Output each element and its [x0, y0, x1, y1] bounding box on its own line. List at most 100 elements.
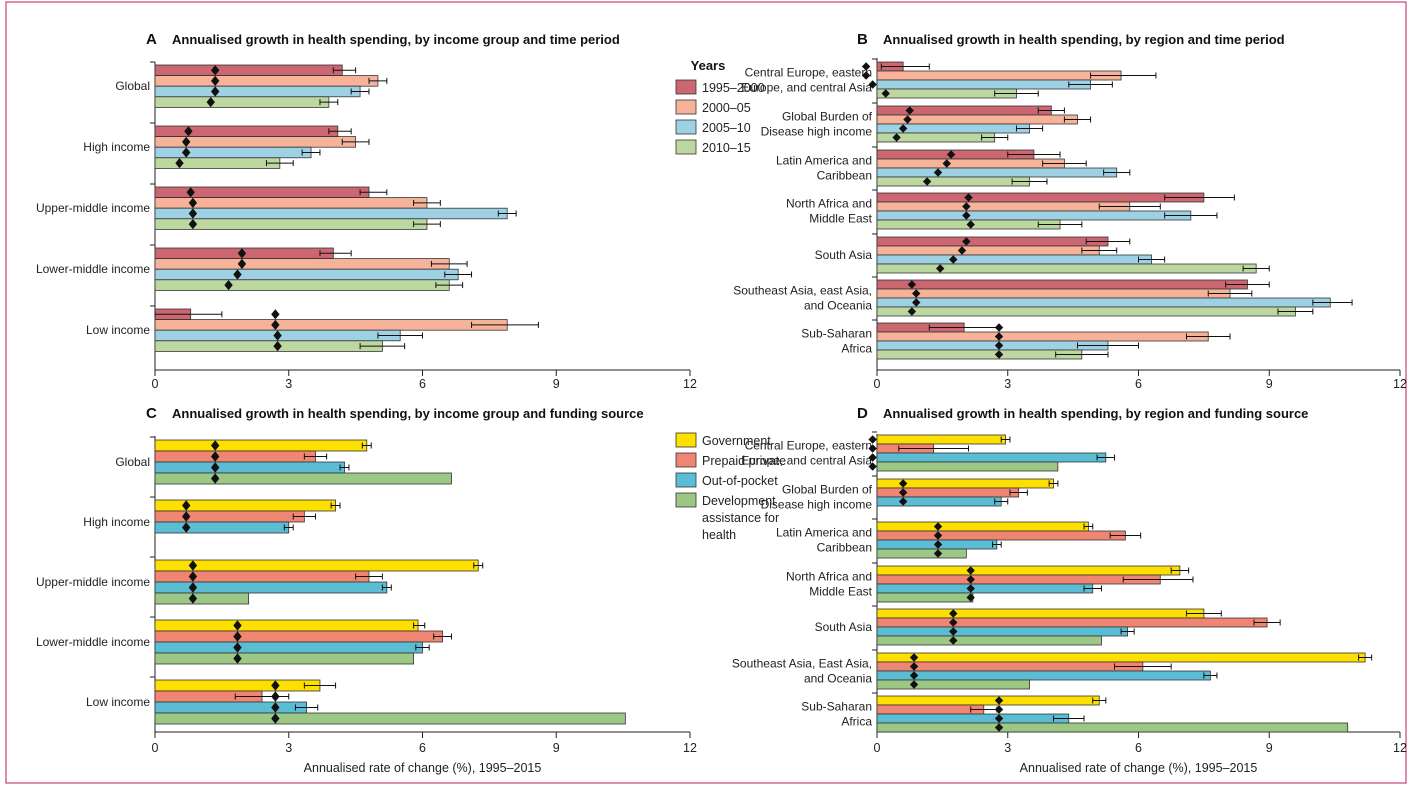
diamond-marker	[188, 582, 198, 593]
legend-swatch	[675, 472, 697, 488]
category-label: High income	[83, 140, 150, 154]
diamond-marker	[949, 636, 958, 645]
bar	[876, 521, 1089, 532]
bar	[154, 279, 450, 291]
bar	[154, 319, 508, 331]
bar	[876, 349, 1083, 360]
bar	[876, 263, 1257, 274]
diamond-marker	[903, 115, 912, 124]
diamond-marker	[935, 264, 945, 273]
diamond-marker	[966, 584, 975, 593]
diamond-marker	[964, 193, 973, 202]
x-tick-label: 9	[553, 741, 560, 755]
diamond-marker	[966, 220, 975, 229]
diamond-marker	[188, 197, 198, 208]
x-tick-label: 3	[285, 377, 292, 391]
legend-label: Out-of-pocket	[702, 474, 778, 488]
panel-a-title: Annualised growth in health spending, by…	[172, 32, 620, 47]
figure-border	[5, 1, 1407, 784]
bar	[154, 630, 443, 643]
category-label: Latin America and	[776, 154, 872, 168]
diamond-marker	[898, 124, 908, 133]
bar	[876, 306, 1296, 317]
diamond-marker	[994, 341, 1004, 350]
bar	[876, 201, 1131, 212]
bar	[154, 619, 419, 632]
category-label: South Asia	[815, 620, 873, 634]
diamond-marker	[188, 593, 198, 604]
diamond-marker	[912, 298, 921, 307]
legend-label: Government	[702, 434, 771, 448]
bar	[876, 79, 1091, 90]
panel-d-chart: 0 3 6 9 12 Annualised rate of change (%), 199…	[732, 431, 1407, 775]
bar	[876, 530, 1126, 541]
legend-swatch	[675, 432, 697, 448]
diamond-marker	[994, 714, 1004, 723]
diamond-marker	[271, 713, 280, 724]
category-label: South Asia	[815, 248, 873, 262]
diamond-marker	[949, 627, 958, 636]
legend-swatch	[675, 452, 697, 468]
category-label: Central Europe, eastern	[745, 439, 872, 453]
diamond-marker	[868, 80, 877, 89]
category-label: Lower-middle income	[36, 262, 150, 276]
x-tick-label: 0	[152, 741, 159, 755]
diamond-marker	[933, 531, 943, 540]
diamond-marker	[868, 435, 877, 444]
diamond-marker	[933, 549, 943, 558]
bar	[876, 176, 1030, 187]
bar	[876, 695, 1100, 706]
category-label: Global	[115, 455, 150, 469]
bar	[876, 635, 1102, 646]
bar	[876, 452, 1107, 463]
diamond-marker	[966, 566, 975, 575]
diamond-marker	[946, 150, 956, 159]
diamond-marker	[188, 560, 198, 571]
diamond-marker	[994, 705, 1004, 714]
category-label: Caribbean	[817, 169, 872, 183]
bar	[154, 340, 383, 352]
legend-swatch	[675, 139, 697, 155]
diamond-marker	[933, 522, 943, 531]
legend-label: 2000–05	[702, 101, 751, 115]
diamond-marker	[898, 479, 908, 488]
diamond-marker	[909, 680, 919, 689]
diamond-marker	[188, 208, 198, 219]
legend-swatch	[675, 492, 697, 508]
bar	[154, 258, 450, 270]
bar	[876, 583, 1094, 594]
category-label: Low income	[86, 695, 150, 709]
diamond-marker	[186, 187, 195, 198]
diamond-marker	[273, 330, 282, 341]
x-axis-label: Annualised rate of change (%), 1995–2015	[304, 761, 542, 775]
bar	[154, 268, 459, 281]
bar	[154, 96, 330, 108]
category-label: Lower-middle income	[36, 635, 150, 649]
diamond-marker	[909, 662, 919, 671]
bar	[876, 434, 1006, 445]
bar	[876, 617, 1268, 628]
diamond-marker	[271, 691, 280, 702]
diamond-marker	[909, 671, 919, 680]
diamond-marker	[881, 89, 890, 98]
bar	[876, 487, 1020, 498]
x-tick-label: 3	[1004, 741, 1011, 755]
bar	[876, 713, 1070, 724]
diamond-marker	[994, 332, 1004, 341]
diamond-marker	[175, 158, 184, 169]
legend-label: 2005–10	[702, 121, 751, 135]
category-label: Sub-Saharan	[801, 700, 872, 714]
x-tick-label: 12	[683, 741, 697, 755]
panel-b-title: Annualised growth in health spending, by…	[883, 32, 1285, 47]
diamond-marker	[188, 219, 198, 230]
bar	[876, 704, 985, 715]
diamond-marker	[994, 323, 1004, 332]
category-label: North Africa and	[786, 570, 872, 584]
diamond-marker	[237, 258, 247, 269]
diamond-marker	[898, 497, 908, 506]
diamond-marker	[994, 723, 1004, 732]
diamond-marker	[994, 696, 1004, 705]
bar	[876, 608, 1205, 619]
